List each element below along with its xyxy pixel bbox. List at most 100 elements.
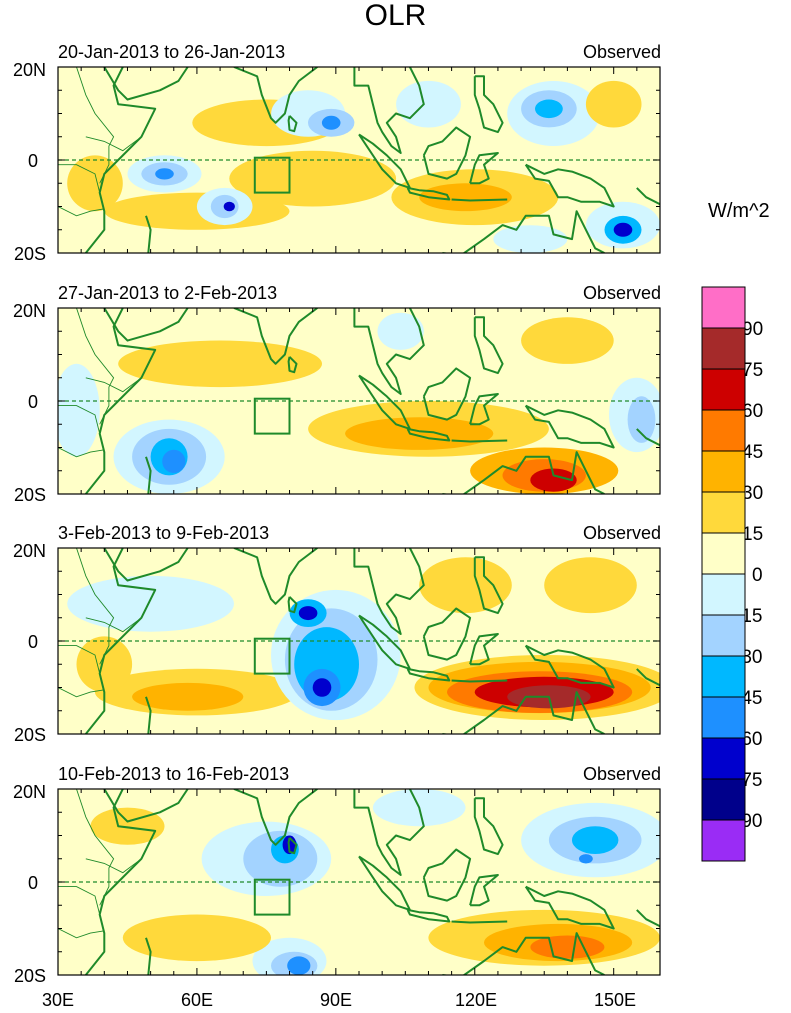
coastline — [524, 644, 615, 689]
colorbar-swatch — [701, 655, 746, 698]
coastline — [451, 198, 508, 202]
colorbar-label-75: 75 — [742, 360, 764, 381]
panel-3-date-range: 3-Feb-2013 to 9-Feb-2013 — [58, 523, 270, 543]
country-border — [85, 136, 142, 152]
coastline — [353, 548, 425, 635]
coastline — [422, 848, 472, 902]
coastline — [442, 210, 605, 253]
colorbar-swatch — [701, 819, 746, 862]
lat-label-20s-p2: 20S — [13, 485, 46, 505]
colorbar-swatch — [701, 737, 746, 780]
coastline — [353, 67, 425, 154]
coastline — [451, 439, 508, 443]
axis-ticks — [57, 788, 661, 976]
coastline — [442, 932, 605, 975]
panel-4-label: Observed — [582, 764, 661, 784]
lon-label-90e: 90E — [319, 990, 353, 1010]
olr-anomaly-contour-neg60 — [321, 115, 341, 130]
coastline — [287, 115, 298, 133]
country-border — [58, 645, 101, 674]
map-panel-2 — [57, 307, 661, 495]
coastline — [406, 186, 451, 201]
country-border — [76, 548, 115, 665]
colorbar-swatch — [701, 696, 746, 739]
olr-anomaly-contour-neg45 — [535, 99, 563, 119]
lat-label-20s-p4: 20S — [13, 966, 46, 986]
olr-anomaly-contour-neg60 — [162, 449, 186, 473]
country-border — [58, 206, 105, 217]
country-border — [58, 447, 105, 458]
coastline — [524, 885, 615, 930]
map-panel-4-field — [58, 789, 660, 975]
olr-anomaly-contour-pos15 — [521, 317, 614, 364]
lon-label-30e: 30E — [41, 990, 75, 1010]
olr-anomaly-contour-neg75 — [298, 606, 318, 621]
colorbar-swatch — [701, 327, 746, 370]
coastline — [287, 837, 298, 855]
coastline — [442, 691, 605, 734]
axis-ticks — [57, 547, 661, 735]
coastline — [469, 152, 499, 185]
panel-4-date-range: 10-Feb-2013 to 16-Feb-2013 — [58, 764, 290, 784]
coastline — [636, 668, 660, 687]
colorbar-swatch — [701, 532, 746, 575]
coastline — [233, 308, 318, 365]
index-region-box — [253, 397, 291, 435]
country-border — [58, 687, 105, 698]
map-panel-4 — [57, 788, 661, 976]
country-border — [85, 858, 142, 874]
lat-label-20s-p1: 20S — [13, 244, 46, 264]
coastline — [233, 67, 318, 124]
colorbar-swatch — [701, 450, 746, 493]
colorbar-label-60: 60 — [742, 401, 764, 422]
map-panel-1 — [57, 66, 661, 254]
olr-anomaly-contour-pos15 — [419, 557, 512, 614]
coastline — [442, 451, 605, 494]
lat-label-0-p1: 0 — [27, 151, 38, 171]
coastline — [469, 633, 499, 666]
coastline — [451, 920, 508, 924]
country-border — [85, 617, 142, 633]
coastline — [353, 789, 425, 876]
country-border — [58, 886, 101, 915]
colorbar-label-15: 15 — [742, 524, 764, 545]
map-panel-2-field — [58, 308, 660, 494]
olr-anomaly-contour-neg15 — [377, 312, 424, 350]
colorbar-label-45: 45 — [742, 442, 764, 463]
index-region-box — [253, 156, 291, 194]
country-border — [58, 164, 101, 193]
olr-anomaly-contour-neg15 — [396, 80, 461, 128]
olr-anomaly-contour-neg60 — [287, 956, 311, 975]
coastline — [524, 163, 615, 208]
lat-label-0-p2: 0 — [27, 392, 38, 412]
country-border — [76, 308, 115, 425]
coastline — [473, 316, 504, 375]
colorbar — [701, 286, 746, 862]
lat-label-20s-p3: 20S — [13, 725, 46, 745]
lat-label-0-p4: 0 — [27, 873, 38, 893]
olr-anomaly-contour-neg30 — [627, 396, 656, 443]
coastline — [636, 428, 660, 447]
olr-anomaly-contour-neg75 — [613, 222, 633, 237]
olr-anomaly-contour-pos15 — [76, 636, 133, 693]
index-region-box — [253, 878, 291, 916]
country-border — [85, 377, 142, 393]
colorbar-units: W/m^2 — [708, 200, 770, 222]
colorbar-label-0: 0 — [752, 565, 763, 586]
coastline — [233, 789, 318, 846]
coastline — [287, 356, 298, 374]
coastline — [85, 308, 157, 494]
olr-anomaly-contour-pos15 — [544, 557, 637, 614]
olr-anomaly-contour-neg60 — [155, 168, 174, 180]
olr-anomaly-contour-neg15 — [58, 363, 100, 457]
country-border — [58, 405, 101, 434]
colorbar-label-30: 30 — [742, 483, 764, 504]
olr-anomaly-contour-pos15 — [104, 192, 290, 230]
olr-anomaly-contour-pos15 — [585, 80, 642, 128]
coastline — [422, 607, 472, 661]
lon-label-120e: 120E — [454, 990, 498, 1010]
country-border — [58, 928, 105, 939]
axis-ticks — [57, 66, 661, 254]
coastline — [524, 404, 615, 449]
colorbar-swatch — [701, 368, 746, 411]
